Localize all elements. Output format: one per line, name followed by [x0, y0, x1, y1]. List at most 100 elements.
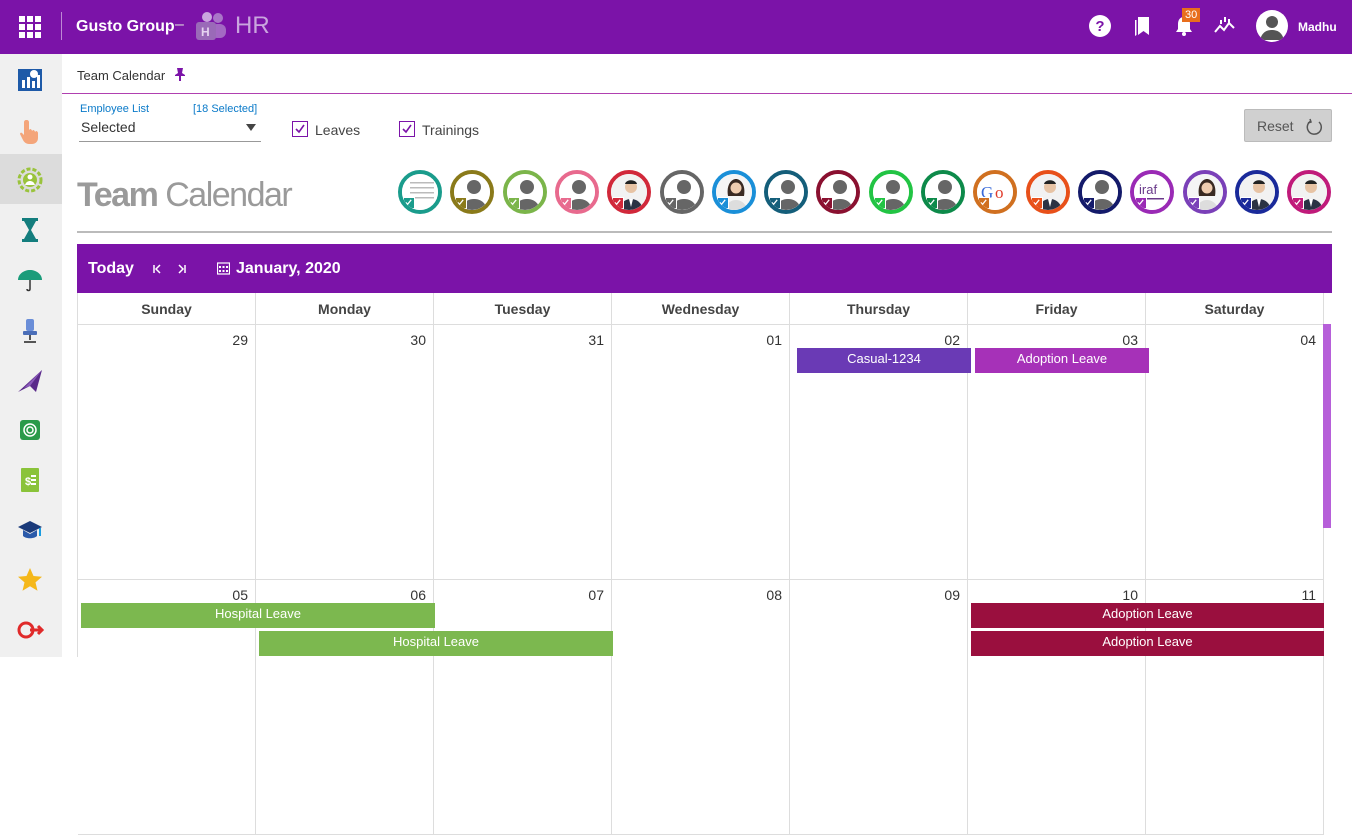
calendar-day-cell[interactable]: 30 [256, 325, 434, 580]
calendar-day-cell[interactable]: 09 [790, 580, 968, 835]
bookmark-icon[interactable] [1130, 14, 1154, 38]
calendar-day-cell[interactable]: 31 [434, 325, 612, 580]
weekday-header-saturday: Saturday [1146, 293, 1324, 325]
calendar-day-cell[interactable]: 01 [612, 325, 790, 580]
calendar-event[interactable]: Casual-1234 [797, 348, 971, 373]
employee-avatar[interactable] [1182, 170, 1227, 214]
selected-count[interactable]: [18 Selected] [193, 103, 258, 115]
chevron-down-icon[interactable] [246, 124, 256, 131]
trainings-checkbox[interactable] [399, 121, 415, 137]
calendar-day-cell[interactable]: 03 [968, 325, 1146, 580]
avatar-check-icon [612, 197, 625, 209]
employee-avatar[interactable] [554, 170, 599, 214]
employee-select[interactable]: Selected [79, 118, 261, 142]
leaves-checkbox[interactable] [292, 121, 308, 137]
reset-label: Reset [1257, 117, 1294, 134]
calendar-event[interactable]: Adoption Leave [975, 348, 1149, 373]
today-button[interactable]: Today [88, 260, 134, 277]
employee-avatar[interactable]: iraf [1130, 170, 1175, 214]
employee-avatar[interactable] [711, 170, 756, 214]
calendar-event[interactable]: Hospital Leave [81, 603, 435, 628]
svg-text:$: $ [25, 476, 31, 488]
employee-avatar[interactable] [816, 170, 861, 214]
employee-avatar[interactable] [450, 170, 495, 214]
day-number: 04 [1300, 332, 1316, 348]
title-separator: – [175, 16, 184, 33]
calendar-day-cell[interactable]: 04 [1146, 325, 1324, 580]
divider [77, 231, 1332, 233]
page-title: Team Calendar [77, 176, 293, 215]
page-title-light: Calendar [157, 176, 292, 214]
day-number: 10 [1122, 587, 1138, 603]
help-icon[interactable]: ? [1088, 14, 1112, 38]
svg-text:o: o [995, 183, 1004, 202]
employee-avatar[interactable] [868, 170, 913, 214]
calendar-event[interactable]: Adoption Leave [971, 603, 1324, 628]
sidebar-item-send[interactable] [0, 354, 62, 404]
analytics-icon[interactable] [1213, 14, 1237, 38]
teams-logo-icon: H [196, 12, 226, 40]
sidebar-item-exit[interactable] [0, 604, 62, 654]
calendar-icon[interactable] [217, 261, 230, 275]
calendar-day-cell[interactable]: 07 [434, 580, 612, 835]
user-avatar[interactable] [1256, 10, 1288, 42]
calendar-day-cell[interactable]: 02 [790, 325, 968, 580]
pin-icon[interactable] [174, 67, 186, 81]
reset-button[interactable]: Reset [1244, 109, 1332, 142]
month-label[interactable]: January, 2020 [236, 260, 341, 277]
employee-avatar[interactable] [398, 170, 442, 214]
weekday-header-tuesday: Tuesday [434, 293, 612, 325]
check-icon [402, 124, 412, 134]
day-number: 02 [944, 332, 960, 348]
employee-avatar[interactable] [764, 170, 809, 214]
scrollbar-thumb[interactable] [1323, 324, 1331, 528]
weekday-header-monday: Monday [256, 293, 434, 325]
avatar-check-icon [1030, 197, 1043, 209]
username[interactable]: Madhu [1298, 20, 1337, 34]
leaves-label: Leaves [315, 122, 361, 138]
weekday-header-wednesday: Wednesday [612, 293, 790, 325]
sidebar-item-office[interactable] [0, 304, 62, 354]
employee-avatar[interactable] [1234, 170, 1279, 214]
calendar-day-cell[interactable]: 29 [78, 325, 256, 580]
calendar-toolbar: Today January, 2020 [77, 244, 1332, 293]
calendar-day-cell[interactable]: 08 [612, 580, 790, 835]
umbrella-icon [18, 270, 42, 292]
employee-avatar[interactable] [607, 170, 652, 214]
sidebar-item-payroll[interactable]: $ [0, 454, 62, 504]
day-number: 07 [588, 587, 604, 603]
day-number: 09 [944, 587, 960, 603]
sidebar-item-touch[interactable] [0, 104, 62, 154]
employee-avatar[interactable] [1287, 170, 1332, 214]
day-number: 01 [766, 332, 782, 348]
app-launcher-icon[interactable] [19, 16, 41, 38]
app-title[interactable]: Gusto Group [76, 18, 175, 35]
employee-avatar[interactable] [659, 170, 704, 214]
employee-avatar[interactable] [1025, 170, 1070, 214]
exit-icon [17, 621, 44, 639]
sidebar-item-team[interactable] [0, 154, 62, 204]
day-number: 06 [410, 587, 426, 603]
sidebar-item-dashboard[interactable] [0, 54, 62, 104]
sidebar-item-rewards[interactable] [0, 554, 62, 604]
graduation-cap-icon [18, 521, 42, 539]
sub-header: Team Calendar [62, 54, 1352, 94]
sidebar-item-timesheet[interactable] [0, 204, 62, 254]
calendar-event[interactable]: Adoption Leave [971, 631, 1324, 656]
avatar-check-icon [978, 197, 991, 209]
sidebar-item-training[interactable] [0, 504, 62, 554]
hand-pointer-icon [20, 120, 38, 144]
next-month-icon[interactable] [177, 264, 187, 274]
day-number: 30 [410, 332, 426, 348]
employee-avatar[interactable] [921, 170, 965, 214]
employee-avatar[interactable] [502, 170, 547, 214]
sidebar-item-attendance[interactable] [0, 404, 62, 454]
employee-avatar[interactable] [1077, 170, 1122, 214]
day-number: 11 [1301, 587, 1316, 603]
day-number: 29 [232, 332, 248, 348]
calendar-event[interactable]: Hospital Leave [259, 631, 613, 656]
sidebar-item-leave[interactable] [0, 254, 62, 304]
prev-month-icon[interactable] [152, 264, 162, 274]
fingerprint-icon [20, 420, 40, 440]
